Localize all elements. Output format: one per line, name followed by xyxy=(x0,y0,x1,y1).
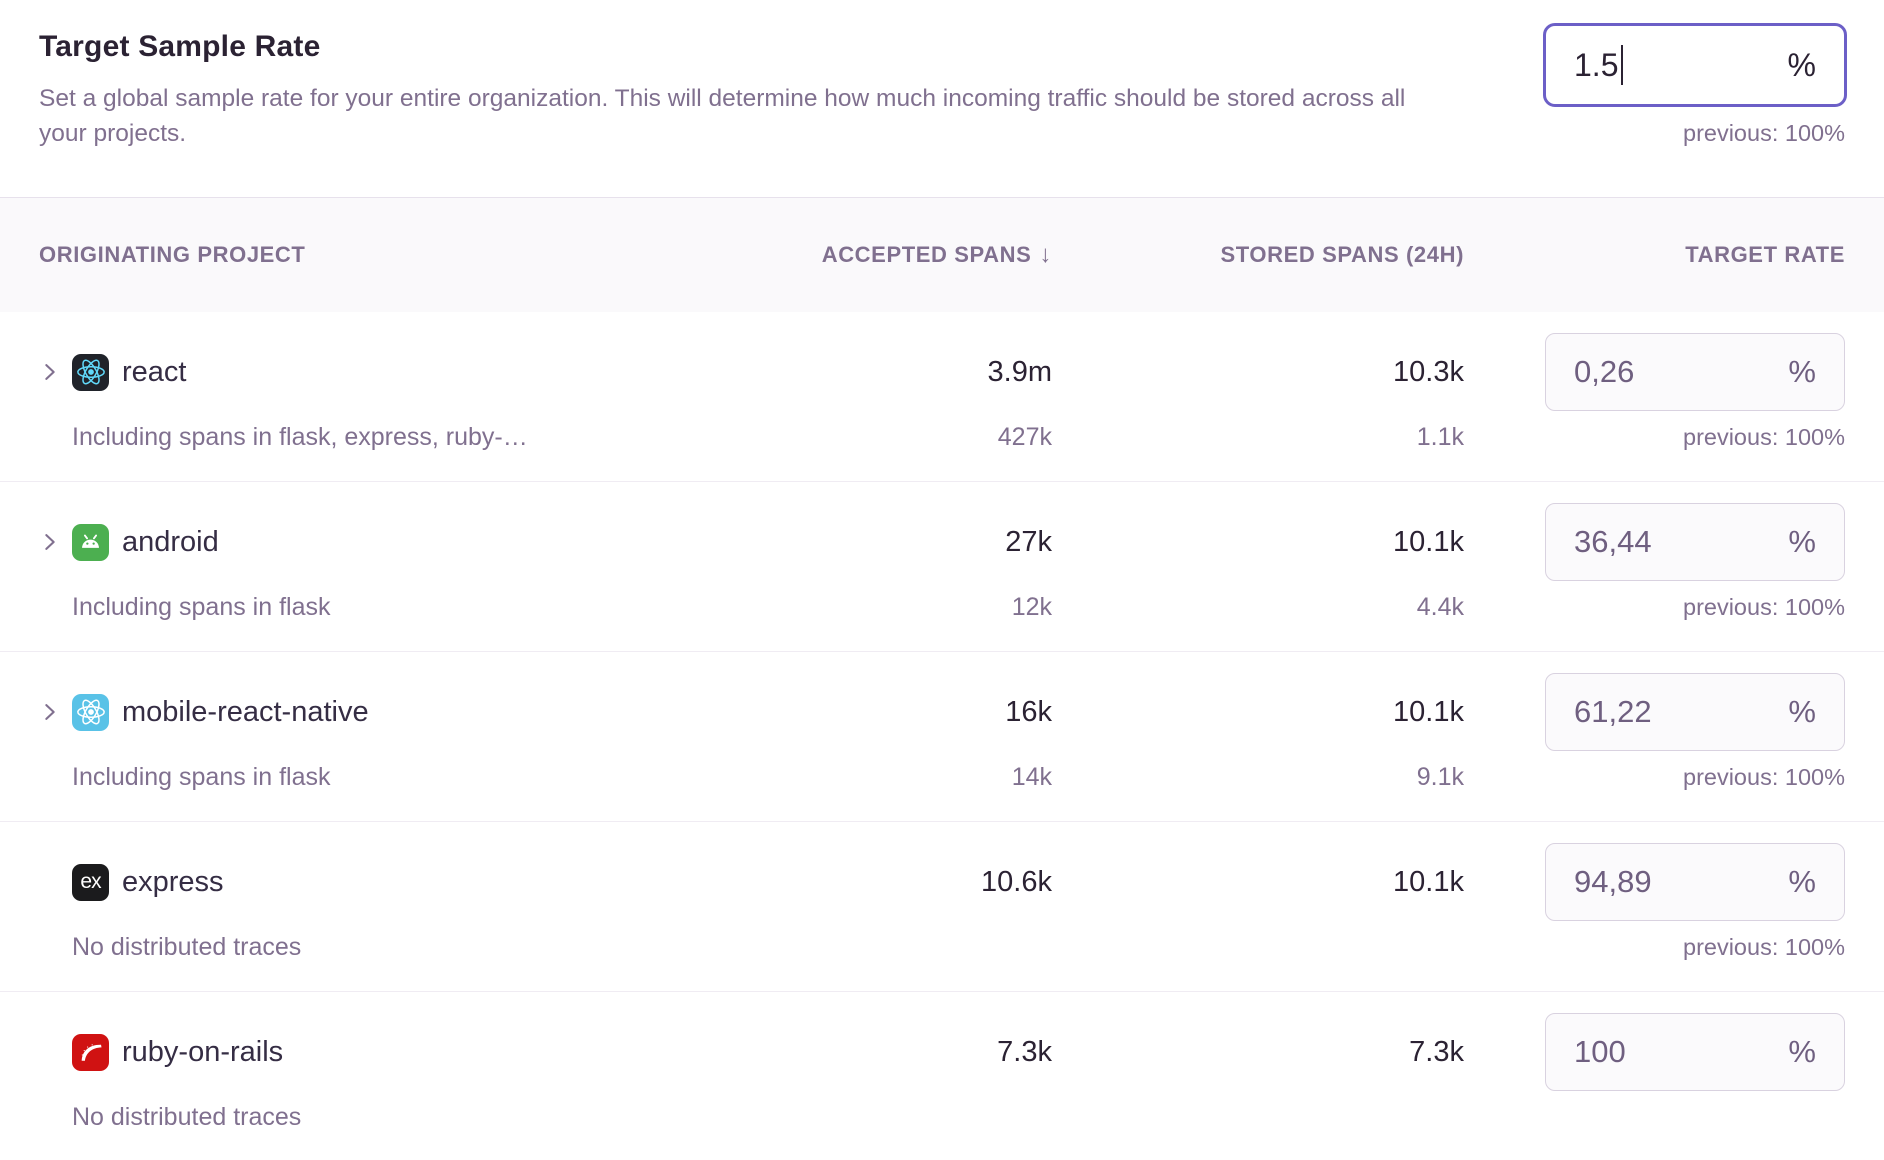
project-name: android xyxy=(122,525,219,558)
project-name: mobile-react-native xyxy=(122,695,369,728)
percent-unit: % xyxy=(1788,864,1816,899)
accepted-spans-value: 7.3k xyxy=(997,1035,1052,1068)
accepted-spans-sub-value: 12k xyxy=(1011,592,1052,621)
page-description: Set a global sample rate for your entire… xyxy=(39,85,1406,147)
distributed-traces-label: Including spans in flask xyxy=(72,592,331,621)
page-title: Target Sample Rate xyxy=(39,30,321,63)
stored-spans-value: 10.3k xyxy=(1393,355,1464,388)
section-text: Target Sample Rate Set a global sample r… xyxy=(0,0,1884,151)
project-cell: ex react xyxy=(39,353,702,391)
percent-unit: % xyxy=(1787,46,1816,83)
previous-rate-label: previous: 100% xyxy=(1683,423,1845,450)
stored-spans-sub-value: 9.1k xyxy=(1416,762,1464,791)
column-target-rate: TARGET RATE xyxy=(1685,242,1845,267)
sort-desc-arrow-icon: ↓ xyxy=(1039,241,1052,268)
accepted-spans-value: 3.9m xyxy=(987,355,1052,388)
react-icon xyxy=(72,353,109,391)
chevron-right-icon[interactable] xyxy=(39,531,61,553)
column-originating-project: ORIGINATING PROJECT xyxy=(39,242,306,267)
distributed-traces-label: No distributed traces xyxy=(72,1102,302,1131)
stored-spans-value: 10.1k xyxy=(1393,865,1464,898)
project-cell: ex ruby-on-rails xyxy=(39,1033,702,1071)
target-rate-input[interactable]: 94,89 % xyxy=(1545,843,1845,921)
project-name: express xyxy=(122,865,224,898)
accepted-spans-value: 16k xyxy=(1005,695,1052,728)
stored-spans-sub-value: 4.4k xyxy=(1416,592,1464,621)
table-row: ex mobile-react-native 16k 10.1k 61,22 % xyxy=(0,652,1884,822)
percent-unit: % xyxy=(1788,694,1816,729)
percent-unit: % xyxy=(1788,524,1816,559)
accepted-spans-sub-value: 14k xyxy=(1011,762,1052,791)
percent-unit: % xyxy=(1788,1034,1816,1069)
target-rate-input[interactable]: 61,22 % xyxy=(1545,673,1845,751)
accepted-spans-sub-value: 427k xyxy=(997,422,1052,451)
chevron-right-icon[interactable] xyxy=(39,701,61,723)
target-rate-value: 0,26 xyxy=(1574,354,1635,389)
project-cell: ex express xyxy=(39,863,702,901)
global-previous-rate: previous: 100% xyxy=(1683,120,1845,146)
target-sample-rate-section: Target Sample Rate Set a global sample r… xyxy=(0,0,1884,198)
previous-rate-label: previous: 100% xyxy=(1683,763,1845,790)
stored-spans-value: 7.3k xyxy=(1409,1035,1464,1068)
target-rate-input[interactable]: 100 % xyxy=(1545,1013,1845,1091)
distributed-traces-label: No distributed traces xyxy=(72,932,302,961)
android-icon xyxy=(72,523,109,561)
column-accepted-spans[interactable]: ACCEPTED SPANS ↓ xyxy=(821,241,1052,268)
stored-spans-sub-value: 1.1k xyxy=(1416,422,1464,451)
react-native-icon xyxy=(72,693,109,731)
project-cell: ex android xyxy=(39,523,702,561)
chevron-right-icon[interactable] xyxy=(39,361,61,383)
table-row: ex android 27k 10.1k 36,44 % xyxy=(0,482,1884,652)
distributed-traces-label: Including spans in flask xyxy=(72,762,331,791)
target-rate-value: 61,22 xyxy=(1574,694,1652,729)
target-rate-value: 100 xyxy=(1574,1034,1626,1069)
target-rate-value: 36,44 xyxy=(1574,524,1652,559)
table-row: ex express 10.6k 10.1k 94,89 % xyxy=(0,822,1884,992)
stored-spans-value: 10.1k xyxy=(1393,525,1464,558)
accepted-spans-value: 27k xyxy=(1005,525,1052,558)
target-rate-input[interactable]: 36,44 % xyxy=(1545,503,1845,581)
target-rate-input[interactable]: 0,26 % xyxy=(1545,333,1845,411)
project-cell: ex mobile-react-native xyxy=(39,693,702,731)
stored-spans-value: 10.1k xyxy=(1393,695,1464,728)
column-stored-spans: STORED SPANS (24H) xyxy=(1220,242,1464,267)
previous-rate-label: previous: 100% xyxy=(1683,593,1845,620)
percent-unit: % xyxy=(1788,354,1816,389)
ruby-on-rails-icon xyxy=(72,1033,109,1071)
express-icon: ex xyxy=(72,863,109,901)
global-rate-value: 1.5 xyxy=(1574,46,1619,83)
project-table-body: ex react 3.9m 10.3k 0,26 % xyxy=(0,312,1884,1160)
distributed-traces-label: Including spans in flask, express, ruby-… xyxy=(72,422,528,451)
project-name: ruby-on-rails xyxy=(122,1035,284,1068)
global-rate-input[interactable]: 1.5 % xyxy=(1543,23,1847,107)
table-row: ex react 3.9m 10.3k 0,26 % xyxy=(0,312,1884,482)
table-row: ex ruby-on-rails 7.3k 7.3k 100 % xyxy=(0,992,1884,1160)
previous-rate-label: previous: 100% xyxy=(1683,933,1845,960)
text-cursor xyxy=(1621,45,1624,85)
accepted-spans-value: 10.6k xyxy=(981,865,1052,898)
table-header: ORIGINATING PROJECT ACCEPTED SPANS ↓ STOR… xyxy=(0,198,1884,312)
project-name: react xyxy=(122,355,187,388)
target-rate-value: 94,89 xyxy=(1574,864,1652,899)
